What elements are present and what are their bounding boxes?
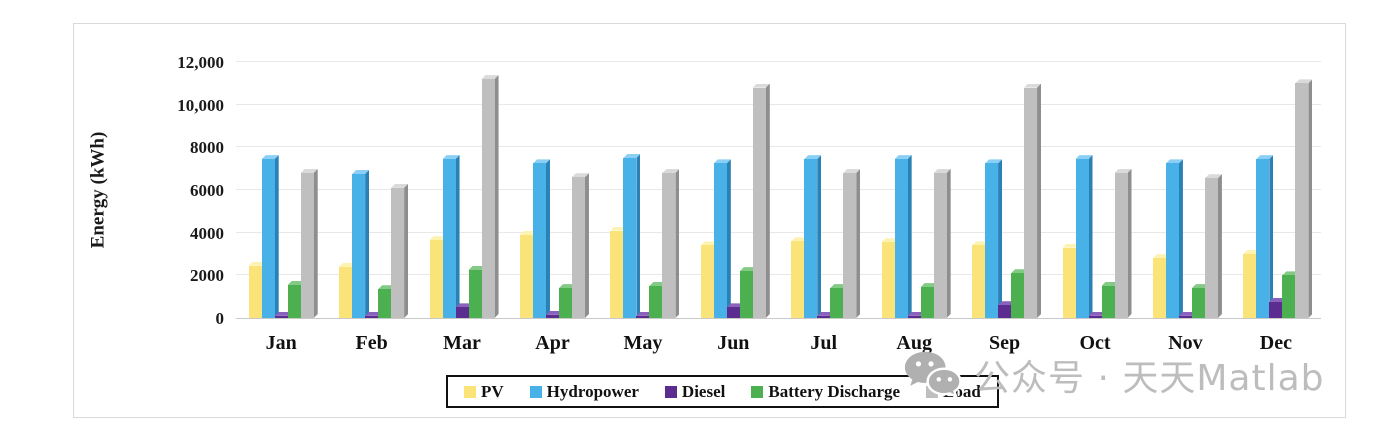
x-tick-label-may: May xyxy=(623,332,663,354)
x-tick-label-jul: Jul xyxy=(810,332,838,354)
legend-swatch-pv xyxy=(464,385,476,398)
bar-group-apr: Apr xyxy=(507,62,597,354)
legend-label: Battery Discharge xyxy=(768,381,901,401)
y-tick-label: 10,000 xyxy=(177,95,224,115)
x-tick-label-mar: Mar xyxy=(443,332,481,354)
bar-load-sep xyxy=(1024,83,1042,318)
legend-label: Load xyxy=(943,381,981,401)
y-tick-label: 0 xyxy=(215,309,225,328)
bar-hydropower-jun xyxy=(713,159,731,318)
x-tick-label-dec: Dec xyxy=(1259,332,1292,354)
bar-group-nov: Nov xyxy=(1140,62,1230,354)
gridline-6000 xyxy=(236,189,1321,190)
legend-swatch-diesel xyxy=(664,385,677,398)
bar-group-sep: Sep xyxy=(959,62,1049,354)
bar-load-apr xyxy=(571,173,589,318)
legend-item-diesel: Diesel xyxy=(664,381,726,402)
legend-item-hydropower: Hydropower xyxy=(529,381,639,402)
legend-item-pv: PV xyxy=(464,382,504,402)
y-tick-label: 12,000 xyxy=(177,53,224,72)
x-tick-label-oct: Oct xyxy=(1079,332,1111,354)
bar-hydropower-sep xyxy=(985,159,1003,318)
bar-hydropower-jan xyxy=(261,155,279,318)
bar-group-mar: Mar xyxy=(417,62,507,354)
bar-group-jun: Jun xyxy=(688,62,778,354)
legend-item-load: Load xyxy=(926,382,981,402)
legend-item-battery-discharge: Battery Discharge xyxy=(751,382,900,402)
bar-hydropower-may xyxy=(623,154,641,318)
bar-group-jan: Jan xyxy=(236,62,326,354)
y-tick-label: 6000 xyxy=(190,181,224,200)
bar-hydropower-jul xyxy=(804,155,822,318)
x-tick-label-nov: Nov xyxy=(1168,332,1203,354)
gridline-12000 xyxy=(236,61,1321,62)
bar-hydropower-oct xyxy=(1075,155,1093,318)
bar-group-may: May xyxy=(598,62,688,354)
x-tick-label-feb: Feb xyxy=(355,332,388,354)
x-tick-label-aug: Aug xyxy=(896,332,932,354)
bar-group-dec: Dec xyxy=(1231,62,1321,354)
chart-card: Energy (kWh) 0 2000 4000 6000 8000 10,000 12,0… xyxy=(73,23,1346,418)
bar-group-oct: Oct xyxy=(1050,62,1140,354)
bar-load-jun xyxy=(752,83,770,318)
bar-groups: Jan Feb Mar Apr May Jun Jul Aug Sep Oct Nov Dec xyxy=(236,62,1321,354)
bar-hydropower-mar xyxy=(442,155,460,318)
x-tick-label-jan: Jan xyxy=(265,332,297,354)
legend-swatch-load xyxy=(926,385,939,398)
y-tick-label: 8000 xyxy=(190,138,224,158)
bar-load-nov xyxy=(1204,174,1222,318)
legend-swatch-hydropower xyxy=(529,385,542,398)
bar-hydropower-feb xyxy=(352,170,370,318)
bar-hydropower-aug xyxy=(894,155,912,318)
bar-load-oct xyxy=(1114,168,1132,318)
legend-label: Diesel xyxy=(681,381,726,401)
gridline-8000 xyxy=(236,146,1321,148)
bar-group-jul: Jul xyxy=(779,62,869,354)
plot-area: Jan Feb Mar Apr May Jun Jul Aug Sep Oct Nov Dec xyxy=(236,61,1321,354)
bar-hydropower-nov xyxy=(1165,159,1183,318)
legend-label: PV xyxy=(481,381,504,401)
x-tick-label-apr: Apr xyxy=(535,332,570,354)
bar-load-jan xyxy=(300,168,318,318)
bar-load-mar xyxy=(481,75,499,318)
legend-label: Hydropower xyxy=(546,381,639,401)
bar-hydropower-dec xyxy=(1256,155,1274,318)
bar-hydropower-apr xyxy=(532,159,550,318)
gridline-2000 xyxy=(236,274,1321,276)
legend-swatch-battery-discharge xyxy=(751,385,764,398)
bar-load-jul xyxy=(843,168,861,318)
x-tick-label-jun: Jun xyxy=(717,332,750,354)
legend: PV Hydropower Diesel Battery Discharge Load xyxy=(446,375,999,408)
bar-load-aug xyxy=(933,168,951,318)
bar-load-feb xyxy=(391,183,409,318)
y-tick-label: 4000 xyxy=(190,223,224,243)
bar-group-aug: Aug xyxy=(869,62,959,354)
bar-load-dec xyxy=(1295,79,1313,318)
gridline-4000 xyxy=(236,231,1321,233)
y-tick-label: 2000 xyxy=(190,266,224,286)
bar-load-may xyxy=(662,168,680,318)
bar-group-feb: Feb xyxy=(326,62,416,354)
x-tick-label-sep: Sep xyxy=(989,332,1021,354)
gridline-10000 xyxy=(236,103,1321,105)
